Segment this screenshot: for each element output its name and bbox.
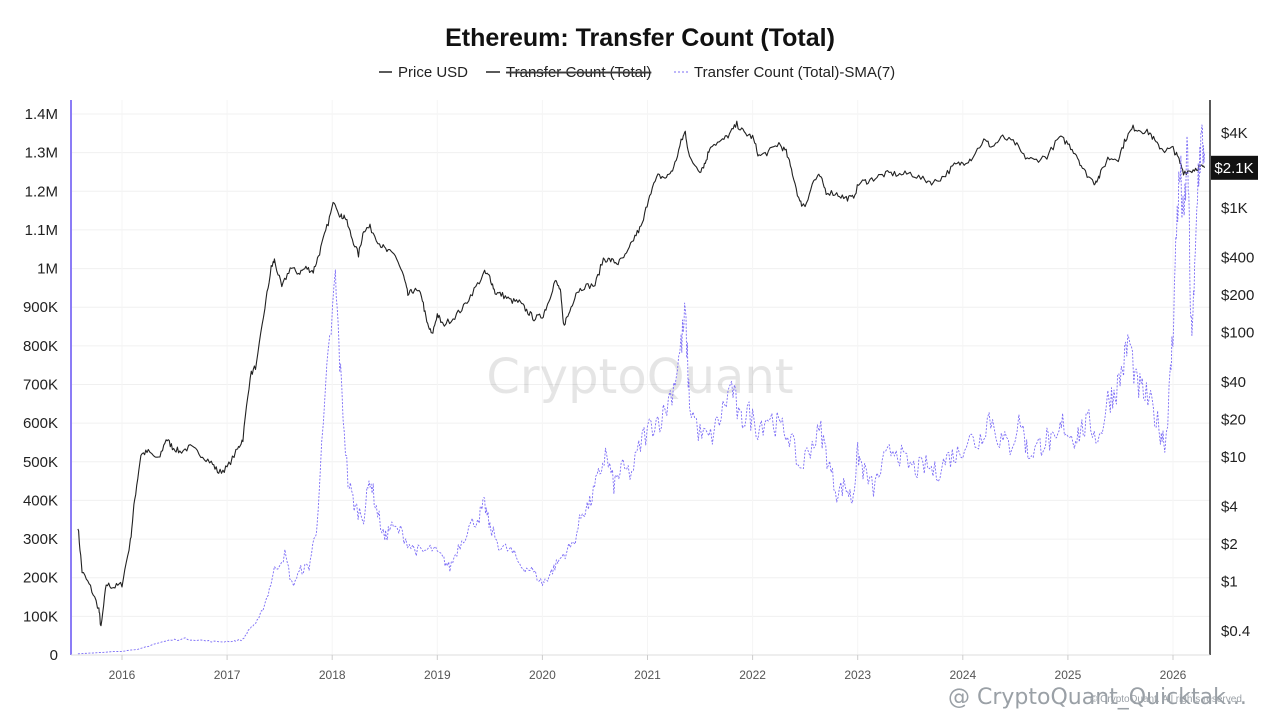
series-transfer-count-sma7 <box>77 124 1205 655</box>
y-right-tick-label: $20 <box>1221 411 1246 428</box>
gridlines <box>71 100 1210 655</box>
current-price-badge: $2.1K <box>1211 155 1258 180</box>
y-right-tick-label: $4 <box>1221 499 1238 516</box>
legend-label-sma: Transfer Count (Total)-SMA(7) <box>694 64 895 81</box>
legend-label-price: Price USD <box>398 64 468 81</box>
legend: Price USD Transfer Count (Total) Transfe… <box>379 64 895 81</box>
x-tick-label: 2016 <box>109 668 136 682</box>
y-left-tick-label: 800K <box>23 338 58 355</box>
y-left-tick-label: 400K <box>23 492 58 509</box>
y-right-tick-label: $1 <box>1221 573 1238 590</box>
y-right-tick-label: $100 <box>1221 324 1254 341</box>
right-axis-ticks: $4K $1K $400 $200 $100 $40 $20 $10 $4 $2 $1 $0.4 <box>1221 125 1254 640</box>
x-tick-label: 2019 <box>424 668 451 682</box>
y-left-tick-label: 900K <box>23 299 58 316</box>
y-left-tick-label: 1.4M <box>25 106 58 123</box>
y-left-tick-label: 0 <box>50 647 58 664</box>
y-right-tick-label: $40 <box>1221 374 1246 391</box>
y-right-tick-label: $2 <box>1221 536 1238 553</box>
y-left-tick-label: 100K <box>23 608 58 625</box>
x-tick-label: 2024 <box>949 668 976 682</box>
x-tick-label: 2020 <box>529 668 556 682</box>
legend-item-transfer-count[interactable]: Transfer Count (Total) <box>486 64 651 81</box>
current-price-badge-label: $2.1K <box>1214 160 1253 177</box>
x-axis-ticks: 2016 2017 2018 2019 2020 2021 2022 2023 2024 2025… <box>109 655 1187 682</box>
y-left-tick-label: 1.1M <box>25 222 58 239</box>
x-tick-label: 2022 <box>739 668 766 682</box>
left-axis-ticks: 0 100K 200K 300K 400K 500K 600K 700K 800K 900K 1M 1… <box>23 106 58 664</box>
series-layer <box>77 120 1205 655</box>
y-right-tick-label: $0.4 <box>1221 623 1250 640</box>
x-tick-label: 2017 <box>214 668 241 682</box>
y-left-tick-label: 1.3M <box>25 145 58 162</box>
chart-title: Ethereum: Transfer Count (Total) <box>445 24 835 52</box>
y-left-tick-label: 200K <box>23 570 58 587</box>
bottom-watermark-text: @ CryptoQuant_Quicktak... <box>948 685 1247 710</box>
x-tick-label: 2023 <box>844 668 871 682</box>
x-tick-label: 2021 <box>634 668 661 682</box>
y-right-tick-label: $1K <box>1221 200 1248 217</box>
y-left-tick-label: 300K <box>23 531 58 548</box>
y-left-tick-label: 600K <box>23 415 58 432</box>
watermark-center: CryptoQuant <box>486 349 793 405</box>
y-right-tick-label: $400 <box>1221 250 1254 267</box>
x-tick-label: 2025 <box>1055 668 1082 682</box>
series-price-usd <box>77 120 1205 627</box>
x-tick-label: 2018 <box>319 668 346 682</box>
y-right-tick-label: $10 <box>1221 449 1246 466</box>
legend-item-sma[interactable]: Transfer Count (Total)-SMA(7) <box>674 64 895 81</box>
bottom-watermark: @ CryptoQuant_Quicktak... © CryptoQuant.… <box>948 685 1247 710</box>
current-price-badge-bg <box>1211 155 1258 180</box>
y-right-tick-label: $4K <box>1221 125 1248 142</box>
y-left-tick-label: 1M <box>37 261 58 278</box>
y-left-tick-label: 500K <box>23 454 58 471</box>
y-left-tick-label: 700K <box>23 377 58 394</box>
y-left-tick-label: 1.2M <box>25 183 58 200</box>
x-tick-label: 2026 <box>1160 668 1187 682</box>
y-right-tick-label: $200 <box>1221 287 1254 304</box>
legend-item-price[interactable]: Price USD <box>379 64 468 81</box>
bottom-copyright-text: © CryptoQuant. All rights reserved <box>1090 694 1242 705</box>
